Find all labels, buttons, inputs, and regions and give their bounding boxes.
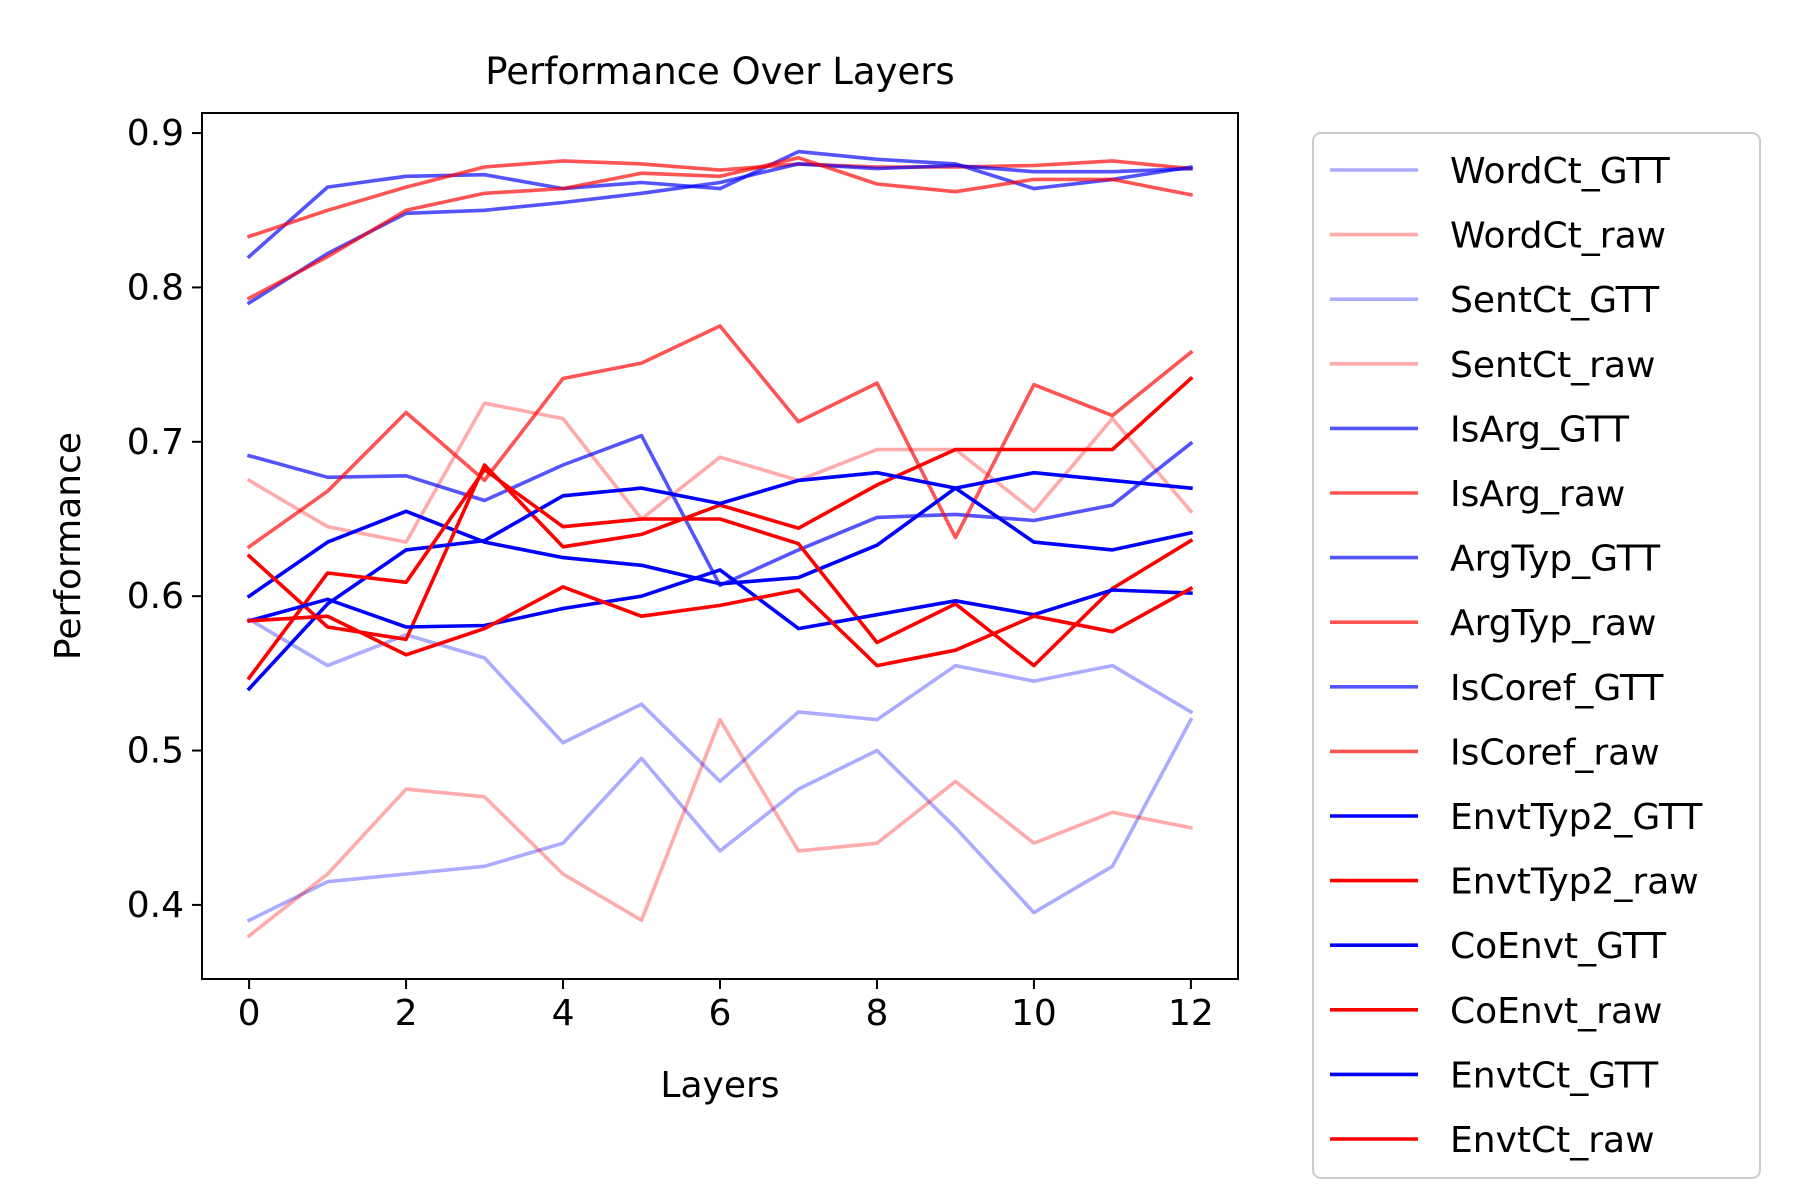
series-line-SentCt_GTT — [246, 616, 1194, 784]
x-tick-label: 0 — [238, 993, 261, 1034]
y-axis-label: Performance — [48, 432, 89, 660]
series-line-ArgTyp_GTT — [246, 162, 1193, 306]
y-tick-label: 0.5 — [127, 731, 184, 772]
plot-area — [201, 112, 1239, 980]
legend-entry: IsArg_raw — [1330, 474, 1625, 515]
legend-entry: IsCoref_GTT — [1330, 668, 1664, 709]
legend-entry: EnvtTyp2_GTT — [1330, 797, 1703, 838]
series-line-ArgTyp_raw — [246, 156, 1194, 301]
y-tick-label: 0.4 — [127, 885, 184, 926]
x-axis: 0 2 4 6 8 10 12 — [238, 979, 1214, 1034]
legend-entry: SentCt_raw — [1330, 345, 1656, 386]
legend-label: ArgTyp_GTT — [1450, 539, 1661, 580]
y-tick-label: 0.8 — [127, 267, 184, 308]
series-line-IsCoref_raw — [246, 324, 1194, 550]
legend-items: WordCt_GTT WordCt_raw SentCt_GTT SentCt_raw… — [1330, 151, 1703, 1161]
legend-entry: EnvtCt_raw — [1330, 1120, 1655, 1161]
legend-label: CoEnvt_raw — [1450, 991, 1662, 1032]
legend-label: SentCt_raw — [1450, 345, 1656, 386]
legend-entry: EnvtTyp2_raw — [1330, 862, 1699, 903]
chart-title: Performance Over Layers — [485, 50, 954, 93]
legend-label: WordCt_GTT — [1450, 151, 1671, 192]
series-line-IsArg_GTT — [246, 149, 1193, 260]
series-line-CoEnvt_raw — [246, 467, 1194, 681]
legend-label: EnvtCt_raw — [1450, 1120, 1655, 1161]
legend-label: ArgTyp_raw — [1450, 603, 1657, 644]
legend-entry: SentCt_GTT — [1330, 280, 1660, 321]
legend-label: IsArg_raw — [1450, 474, 1625, 515]
legend-label: IsArg_GTT — [1450, 409, 1630, 450]
series-lines — [246, 149, 1194, 939]
x-tick-label: 4 — [552, 993, 575, 1034]
y-tick-label: 0.7 — [127, 422, 184, 463]
legend-label: IsCoref_GTT — [1450, 668, 1664, 709]
x-tick-label: 8 — [866, 993, 889, 1034]
legend-entry: IsCoref_raw — [1330, 732, 1660, 773]
legend-entry: CoEnvt_raw — [1330, 991, 1662, 1032]
series-line-WordCt_raw — [246, 717, 1194, 939]
legend-entry: ArgTyp_GTT — [1330, 539, 1661, 580]
legend-label: IsCoref_raw — [1450, 732, 1660, 773]
series-line-IsArg_raw — [246, 159, 1193, 239]
y-tick-label: 0.6 — [127, 576, 184, 617]
y-axis: 0.4 0.5 0.6 0.7 0.8 0.9 — [127, 113, 202, 926]
legend-label: EnvtTyp2_GTT — [1450, 797, 1703, 838]
x-tick-label: 2 — [395, 993, 418, 1034]
series-line-SentCt_raw — [246, 401, 1194, 544]
x-tick-label: 10 — [1011, 993, 1057, 1034]
legend-entry: WordCt_GTT — [1330, 151, 1671, 192]
legend-frame — [1312, 132, 1761, 1179]
legend-label: EnvtCt_GTT — [1450, 1055, 1659, 1096]
legend-label: CoEnvt_GTT — [1450, 926, 1667, 967]
x-axis-label: Layers — [660, 1065, 779, 1106]
legend-entry: EnvtCt_GTT — [1330, 1055, 1659, 1096]
legend-label: WordCt_raw — [1450, 216, 1666, 257]
legend-entry: CoEnvt_GTT — [1330, 926, 1667, 967]
series-line-CoEnvt_GTT — [246, 470, 1193, 692]
legend: WordCt_GTT WordCt_raw SentCt_GTT SentCt_raw… — [1312, 132, 1761, 1179]
series-line-EnvtCt_raw — [247, 585, 1194, 668]
series-line-WordCt_GTT — [246, 717, 1194, 923]
x-tick-label: 12 — [1168, 993, 1214, 1034]
y-tick-label: 0.9 — [127, 113, 184, 154]
legend-label: EnvtTyp2_raw — [1450, 862, 1699, 903]
legend-label: SentCt_GTT — [1450, 280, 1660, 321]
series-line-EnvtTyp2_GTT — [246, 486, 1194, 599]
x-tick-label: 6 — [709, 993, 732, 1034]
legend-entry: ArgTyp_raw — [1330, 603, 1657, 644]
legend-entry: IsArg_GTT — [1330, 409, 1630, 450]
legend-entry: WordCt_raw — [1330, 216, 1666, 257]
